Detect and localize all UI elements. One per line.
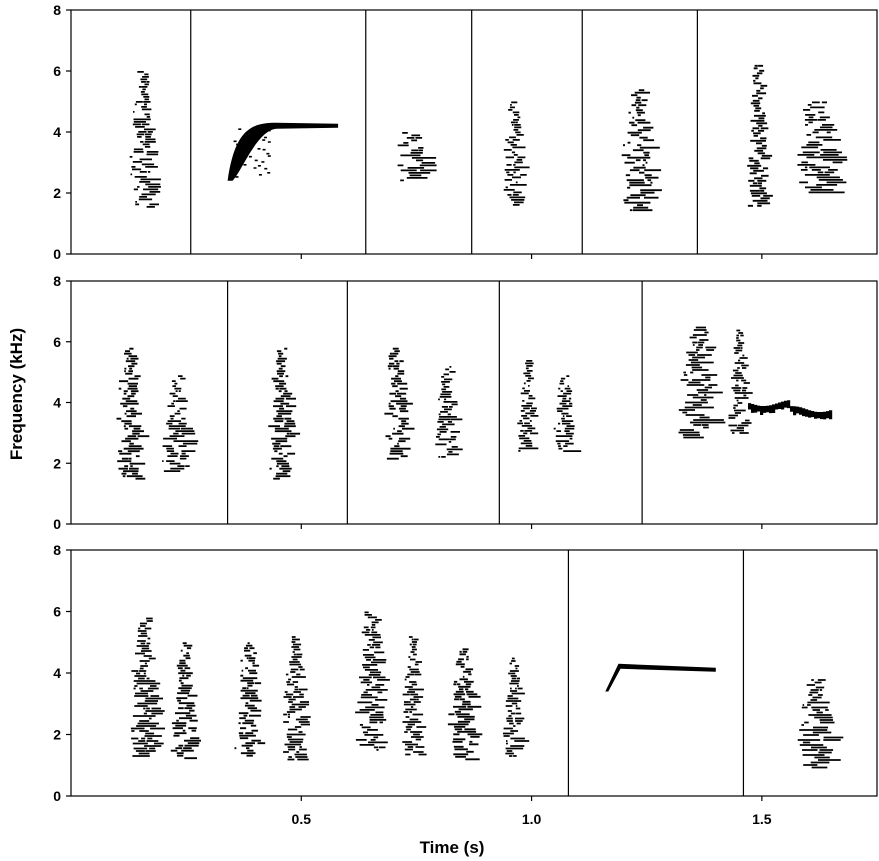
- note-mark: [162, 375, 199, 472]
- note-mark: [283, 636, 311, 761]
- note-shape: [797, 101, 848, 194]
- note-shape: [234, 642, 266, 757]
- note-mark: [553, 375, 582, 452]
- panel-2: 0 2 4 6 8: [53, 273, 878, 532]
- note-mark: [116, 347, 150, 480]
- note-mark: [268, 347, 301, 480]
- note-mark: [678, 326, 726, 439]
- y-tick-label: 2: [53, 185, 61, 201]
- note-shape: [283, 636, 311, 761]
- note-mark: [447, 648, 483, 761]
- note-mark: [170, 642, 201, 760]
- note-shape: [503, 657, 530, 757]
- note-shape: [553, 375, 582, 452]
- y-tick-label: 2: [53, 455, 61, 471]
- panels-group: 0 2 4 6 8 0 2 4 6 8 0 2 4 6 8 0.5 1.0 1.5: [53, 2, 878, 827]
- note-mark: [384, 347, 415, 460]
- note-shape: [170, 642, 201, 760]
- note-shape: [227, 122, 339, 181]
- y-tick-label: 6: [53, 63, 61, 79]
- note-shape: [397, 132, 437, 182]
- y-tick-label: 0: [53, 788, 61, 804]
- y-axis-title: Frequency (kHz): [7, 328, 26, 460]
- y-tick-label: 8: [53, 2, 61, 18]
- note-shape: [503, 101, 530, 206]
- y-tick-label: 6: [53, 604, 61, 620]
- note-mark: [397, 132, 437, 182]
- note-mark: [130, 617, 165, 757]
- note-shape: [678, 326, 726, 439]
- note-mark: [797, 101, 848, 194]
- note-shape: [605, 663, 716, 692]
- y-tick-label: 6: [53, 334, 61, 350]
- note-shape: [447, 648, 483, 761]
- note-mark: [227, 122, 339, 181]
- note-mark: [503, 101, 530, 206]
- note-shape: [621, 89, 662, 212]
- note-shape: [402, 636, 427, 756]
- y-tick-label: 4: [53, 124, 61, 140]
- y-tick-label: 0: [53, 516, 61, 532]
- y-tick-label: 8: [53, 542, 61, 558]
- note-mark: [402, 636, 427, 756]
- note-mark: [129, 71, 161, 208]
- panel-frame: [70, 280, 878, 525]
- panel-1: 0 2 4 6 8: [53, 2, 878, 262]
- x-tick-label: 0.5: [292, 811, 312, 827]
- y-tick-label: 2: [53, 727, 61, 743]
- note-mark: [728, 329, 753, 434]
- note-shape: [129, 71, 161, 208]
- note-mark: [797, 679, 844, 769]
- note-mark: [621, 89, 662, 212]
- note-shape: [355, 611, 390, 751]
- note-mark: [747, 64, 773, 207]
- y-tick-label: 4: [53, 395, 61, 411]
- note-shape: [435, 366, 463, 458]
- note-shape: [268, 347, 301, 480]
- note-shape: [797, 679, 844, 769]
- note-mark: [503, 657, 530, 757]
- panel-3: 0 2 4 6 8 0.5 1.0 1.5: [53, 542, 878, 827]
- note-mark: [748, 400, 833, 420]
- note-mark: [605, 663, 716, 692]
- note-mark: [517, 360, 539, 452]
- y-tick-label: 0: [53, 246, 61, 262]
- panel-frame: [70, 9, 878, 255]
- note-shape: [162, 375, 199, 472]
- x-tick-label: 1.0: [522, 811, 542, 827]
- note-shape: [747, 64, 773, 207]
- note-shape: [116, 347, 150, 480]
- note-shape: [384, 347, 415, 460]
- x-axis-title: Time (s): [420, 838, 485, 857]
- note-mark: [435, 366, 463, 458]
- note-shape: [728, 329, 753, 434]
- y-tick-label: 4: [53, 665, 61, 681]
- note-shape: [517, 360, 539, 452]
- y-tick-label: 8: [53, 273, 61, 289]
- x-tick-label: 1.5: [752, 811, 772, 827]
- note-shape: [748, 400, 833, 420]
- note-mark: [234, 642, 266, 757]
- note-shape: [130, 617, 165, 757]
- note-mark: [355, 611, 390, 751]
